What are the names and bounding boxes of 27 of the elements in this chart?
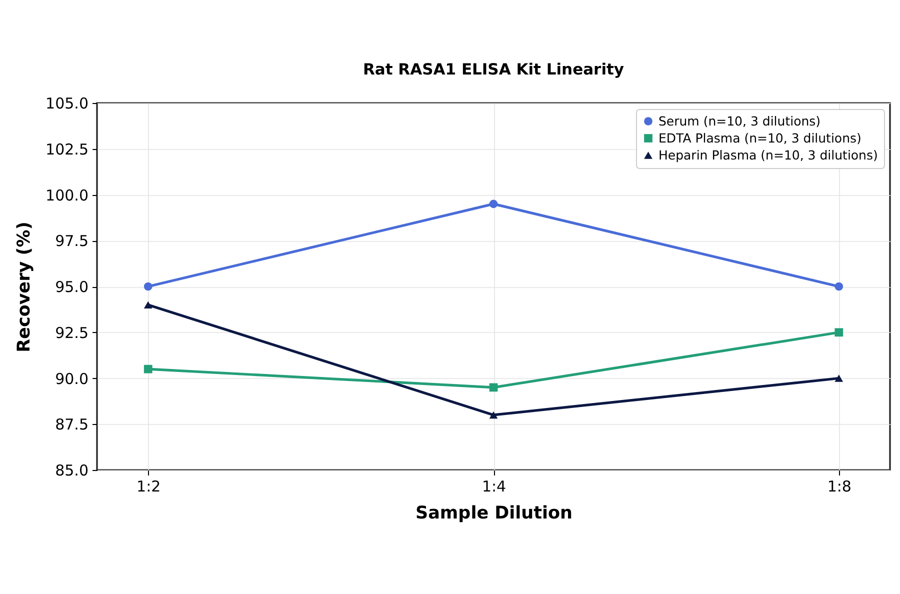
legend-label: Heparin Plasma (n=10, 3 dilutions) (658, 147, 878, 162)
legend-label: Serum (n=10, 3 dilutions) (658, 113, 821, 128)
y-tick-label: 87.5 (55, 416, 88, 434)
y-tick-label: 97.5 (55, 232, 88, 250)
y-tick-label: 105.0 (46, 94, 88, 112)
y-axis-title: Recovery (%) (14, 222, 35, 352)
legend-label: EDTA Plasma (n=10, 3 dilutions) (658, 130, 862, 146)
point (144, 301, 152, 308)
point (489, 411, 498, 419)
x-tick-label: 1:2 (136, 478, 161, 496)
y-tick-label: 95.0 (55, 278, 88, 296)
y-tick-label: 85.0 (55, 462, 88, 480)
y-tick-label: 100.0 (46, 186, 88, 204)
point (834, 282, 844, 291)
y-tick-label: 102.5 (46, 140, 88, 158)
chart-title: Rat RASA1 ELISA Kit Linearity (362, 60, 624, 78)
x-tick-label: 1:4 (482, 478, 506, 496)
y-tick-label: 92.5 (55, 324, 88, 342)
x-tick-label: 1:8 (827, 478, 852, 496)
point (144, 364, 152, 374)
x-axis-title: Sample Dilution (416, 504, 572, 524)
y-tick-label: 90.0 (55, 370, 88, 388)
point (144, 282, 152, 291)
point (834, 328, 844, 337)
point (834, 374, 844, 382)
point (489, 200, 498, 208)
point (489, 383, 498, 392)
